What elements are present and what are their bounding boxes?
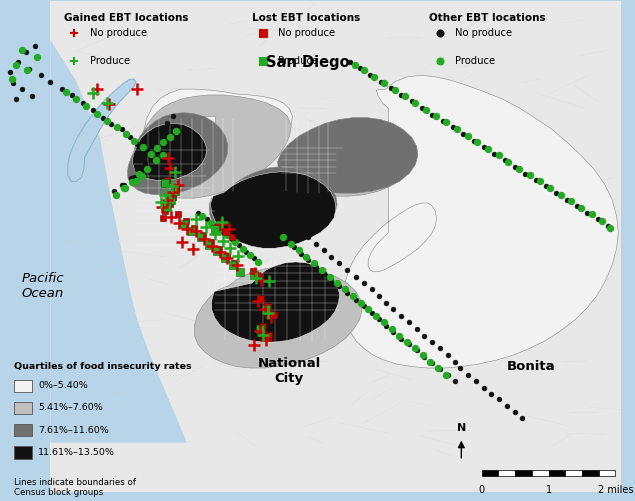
Text: National
City: National City [258,357,321,385]
Polygon shape [194,267,362,368]
Bar [549,470,565,476]
Text: San Diego: San Diego [266,55,350,70]
Text: 2 miles: 2 miles [598,485,633,495]
Polygon shape [344,75,618,368]
Bar [515,470,532,476]
Bar [565,470,582,476]
Polygon shape [68,79,136,181]
Polygon shape [128,113,228,195]
Bar [498,470,515,476]
Bar [582,470,599,476]
Polygon shape [210,167,337,245]
Polygon shape [192,110,238,137]
Bar [532,470,549,476]
Polygon shape [279,149,409,196]
Polygon shape [134,95,291,198]
Polygon shape [50,40,187,443]
Polygon shape [50,1,622,492]
Polygon shape [211,262,340,342]
Polygon shape [132,123,207,180]
Text: 1: 1 [545,485,552,495]
Polygon shape [144,89,293,153]
Bar [482,470,498,476]
Text: Bonita: Bonita [507,360,556,373]
Text: N: N [457,423,466,433]
Text: Pacific
Ocean: Pacific Ocean [22,272,64,300]
Bar [599,470,615,476]
Polygon shape [211,171,336,248]
Text: 0: 0 [479,485,485,495]
Polygon shape [201,116,215,124]
Polygon shape [277,118,418,193]
